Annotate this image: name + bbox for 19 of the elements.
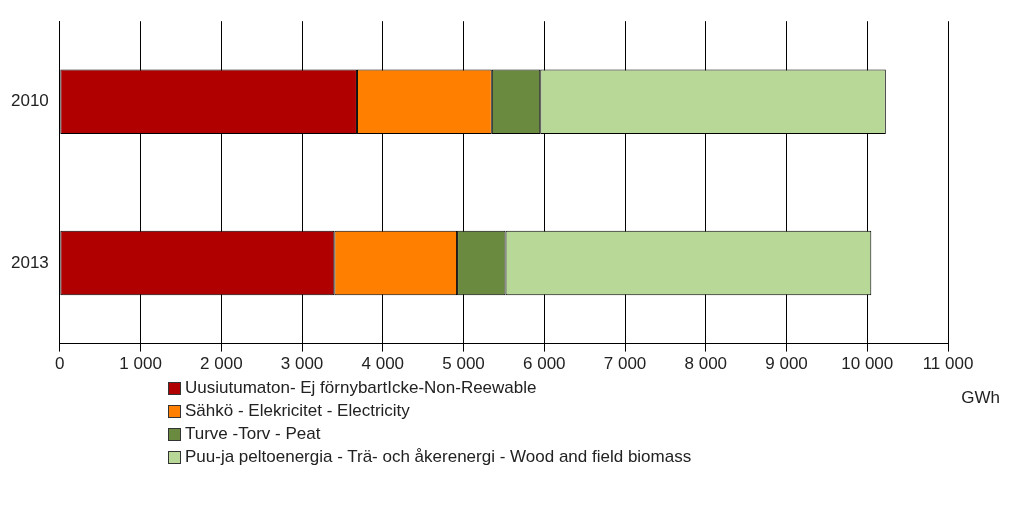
x-tick-label: 1 000 — [119, 354, 162, 374]
x-tick-label: 5 000 — [442, 354, 485, 374]
legend-label: Uusiutumaton- Ej förnybartIcke-Non-Reewable — [185, 378, 537, 398]
x-tick-label: 2 000 — [200, 354, 243, 374]
x-tick-label: 7 000 — [603, 354, 647, 374]
legend-label: Puu-ja peltoenergia - Trä- och åkerenergi - Wood and field biomass — [185, 447, 692, 467]
legend-label: Sähkö - Elekricitet - Electricity — [185, 401, 410, 421]
x-tick-label: 9 000 — [765, 354, 808, 374]
x-tick-label: 8 000 — [684, 354, 728, 374]
x-axis-title: GWh — [961, 388, 1000, 408]
y-tick-label: 2010 — [10, 91, 49, 111]
y-tick-label: 2013 — [10, 252, 49, 272]
x-tick-label: 4 000 — [361, 354, 405, 374]
legend-label: Turve -Torv - Peat — [185, 424, 321, 444]
x-tick-label: 11 000 — [922, 354, 974, 374]
x-tick-label: 0 — [55, 354, 65, 374]
x-tick-label: 6 000 — [523, 354, 566, 374]
x-tick-label: 10 000 — [841, 354, 894, 374]
x-tick-label: 3 000 — [280, 354, 324, 374]
